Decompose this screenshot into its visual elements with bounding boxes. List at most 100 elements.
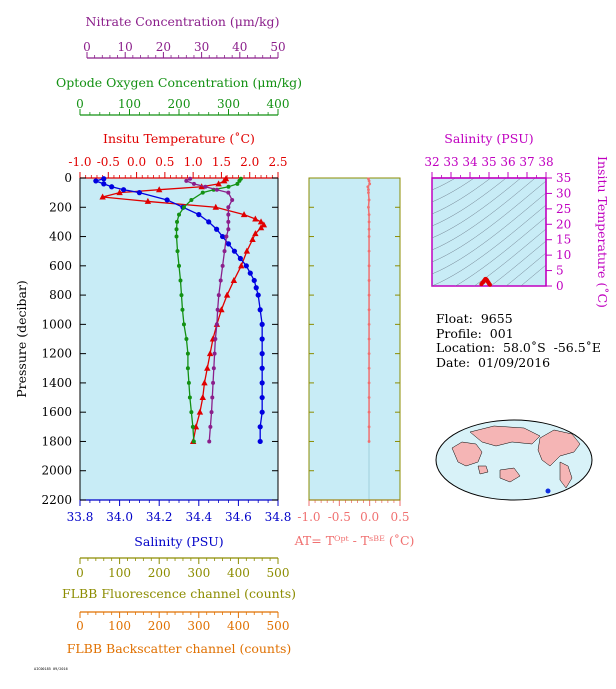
fluorescence-tick-label: 300 bbox=[187, 566, 210, 580]
salinity-point bbox=[136, 190, 142, 196]
salinity-tick-label: 34.0 bbox=[106, 510, 133, 524]
salinity-point bbox=[120, 187, 127, 193]
nitrate-tick-label: 20 bbox=[156, 40, 171, 54]
oxygen-point bbox=[190, 424, 195, 429]
temperature-tick-label: 1.5 bbox=[212, 155, 231, 169]
nitrate-point bbox=[191, 181, 196, 186]
footer-text: AIC00185 09/2016 bbox=[34, 667, 68, 671]
temperature-point bbox=[252, 215, 259, 222]
nitrate-point bbox=[211, 380, 216, 385]
at-point bbox=[367, 249, 371, 253]
at-point bbox=[367, 396, 371, 399]
pressure-tick-label: 400 bbox=[49, 230, 72, 244]
nitrate-tick-label: 0 bbox=[83, 40, 91, 54]
pressure-tick-label: 1200 bbox=[41, 347, 72, 361]
nitrate-tick-label: 30 bbox=[194, 40, 209, 54]
ts-salinity-tick-label: 33 bbox=[443, 155, 458, 169]
at-point bbox=[367, 366, 371, 370]
date: Date: 01/09/2016 bbox=[436, 354, 551, 370]
at-point bbox=[367, 410, 371, 414]
oxygen-tick-label: 100 bbox=[118, 97, 141, 111]
at-point bbox=[367, 293, 371, 297]
ts-temp-tick-label: 30 bbox=[556, 186, 571, 200]
pressure-tick-label: 800 bbox=[49, 288, 72, 302]
pressure-tick-label: 1800 bbox=[41, 434, 72, 448]
temperature-axis-title: Insitu Temperature (˚C) bbox=[103, 131, 255, 146]
oxygen-point bbox=[200, 190, 205, 195]
oxygen-point bbox=[186, 380, 191, 385]
temperature-point bbox=[99, 193, 106, 200]
pressure-tick-label: 200 bbox=[49, 200, 72, 214]
salinity-point bbox=[101, 181, 107, 187]
nitrate-point bbox=[222, 249, 227, 254]
pressure-tick-label: 2200 bbox=[41, 493, 72, 507]
nitrate-point bbox=[203, 184, 208, 189]
at-point bbox=[367, 425, 371, 429]
backscatter-tick-label: 200 bbox=[148, 619, 171, 633]
temperature-tick-label: 1.0 bbox=[184, 155, 203, 169]
pressure-tick-label: 600 bbox=[49, 259, 72, 273]
salinity-tick-label: 34.4 bbox=[185, 510, 212, 524]
float-id: Float: 9655 bbox=[436, 311, 513, 326]
oxygen-tick-label: 300 bbox=[217, 97, 240, 111]
salinity-point bbox=[257, 424, 263, 430]
ts-temp-tick-label: 25 bbox=[556, 202, 571, 216]
ts-density-contour bbox=[473, 228, 546, 286]
nitrate-point bbox=[216, 293, 221, 298]
profile-number: Profile: 001 bbox=[436, 325, 514, 341]
oxygen-point bbox=[184, 337, 189, 341]
ts-density-contour bbox=[490, 240, 546, 286]
nitrate-point bbox=[188, 176, 193, 181]
at-tick-label: -0.5 bbox=[328, 510, 351, 524]
oxygen-point bbox=[178, 278, 183, 283]
ts-salinity-tick-label: 35 bbox=[481, 155, 496, 169]
ts-density-contours bbox=[432, 178, 546, 286]
temperature-point bbox=[204, 364, 211, 371]
ts-temp-axis-title: Insitu Temperature (˚C) bbox=[595, 156, 610, 308]
salinity-point bbox=[247, 270, 253, 276]
main-plot-area bbox=[79, 177, 279, 501]
oxygen-tick-label: 400 bbox=[267, 97, 290, 111]
ts-salinity-tick-label: 36 bbox=[500, 155, 515, 169]
at-point bbox=[367, 213, 371, 216]
salinity-point bbox=[257, 307, 263, 313]
at-point bbox=[367, 235, 371, 238]
oxygen-point bbox=[185, 351, 190, 356]
ts-density-contour bbox=[432, 178, 536, 251]
at-point bbox=[367, 191, 370, 195]
world-map bbox=[435, 419, 593, 501]
pressure-tick-label: 1400 bbox=[41, 376, 72, 390]
salinity-point bbox=[243, 263, 249, 269]
temperature-point bbox=[144, 197, 152, 204]
nitrate-point bbox=[211, 366, 216, 371]
temperature-point bbox=[249, 235, 256, 242]
temperature-point bbox=[257, 224, 265, 231]
float-location-marker bbox=[545, 488, 551, 494]
oxygen-point bbox=[189, 410, 194, 415]
ts-salinity-tick-label: 37 bbox=[519, 155, 534, 169]
salinity-axis-title: Salinity (PSU) bbox=[134, 534, 223, 549]
oxygen-axis-title: Optode Oxygen Concentration (μm/kg) bbox=[56, 75, 302, 90]
nitrate-point bbox=[208, 424, 213, 429]
oxygen-point bbox=[189, 197, 194, 202]
ts-salinity-tick-label: 34 bbox=[462, 155, 478, 169]
pressure-tick-label: 1000 bbox=[41, 317, 72, 331]
salinity-point bbox=[259, 336, 265, 342]
oxygen-point bbox=[181, 322, 186, 327]
temperature-point bbox=[199, 394, 206, 401]
ts-salinity-tick-label: 38 bbox=[538, 155, 553, 169]
salinity-point bbox=[259, 351, 265, 357]
location: Location: 58.0˚S -56.5˚E bbox=[436, 340, 602, 355]
at-point bbox=[367, 352, 371, 356]
temperature-point bbox=[223, 291, 231, 298]
at-tick-label: 0.0 bbox=[360, 510, 379, 524]
backscatter-tick-label: 100 bbox=[108, 619, 131, 633]
ts-plot-area bbox=[431, 177, 547, 287]
backscatter-tick-label: 300 bbox=[187, 619, 210, 633]
oxygen-tick-label: 200 bbox=[168, 97, 191, 111]
nitrate-point bbox=[218, 278, 223, 283]
nitrate-axis-title: Nitrate Concentration (μm/kg) bbox=[86, 14, 280, 29]
temperature-point bbox=[196, 408, 204, 415]
ts-density-contour bbox=[432, 192, 546, 275]
temperature-point bbox=[156, 186, 163, 193]
